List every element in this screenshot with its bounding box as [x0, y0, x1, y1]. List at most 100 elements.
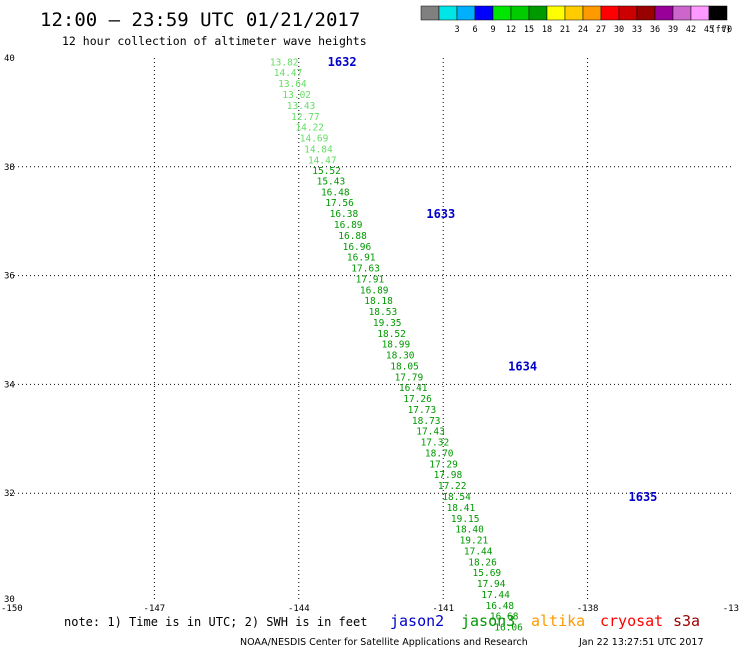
x-tick-label: -147: [144, 604, 166, 614]
swh-value-label: 17.91: [356, 274, 385, 285]
y-tick-label: 30: [4, 595, 15, 605]
scale-label: 70: [722, 25, 732, 35]
swh-value-label: 16.96: [343, 242, 372, 253]
swh-value-label: 13.43: [287, 101, 316, 112]
pass-time-labels: 1632 1633 1634 1635: [328, 55, 658, 504]
swh-value-label: 17.98: [434, 470, 463, 481]
satellite-cryosat: cryosat: [600, 612, 663, 630]
scale-swatch: [528, 5, 548, 21]
swh-value-label: 17.32: [421, 438, 450, 449]
scale-swatch: [690, 5, 710, 21]
swh-value-label: 16.48: [321, 187, 350, 198]
swh-value-label: 15.52: [312, 166, 341, 177]
pass-time-label: 1635: [629, 490, 658, 504]
scale-swatch: [510, 5, 530, 21]
swh-value-label: 18.30: [386, 351, 415, 362]
pass-time-label: 1633: [426, 207, 455, 221]
x-tick-label: -150: [1, 604, 23, 614]
footer-note: note: 1) Time is in UTC; 2) SWH is in fe…: [64, 615, 367, 629]
swh-value-label: 17.44: [464, 546, 493, 557]
chart-subtitle: 12 hour collection of altimeter wave hei…: [62, 34, 367, 48]
axis-tick-labels: -150 -147 -144 -141 -138 -13 30 32 34 36 38 40: [1, 54, 739, 614]
timestamp-text: Jan 22 13:27:51 UTC 2017: [578, 637, 704, 648]
scale-label: 6: [472, 25, 477, 35]
swh-value-label: 17.63: [351, 264, 380, 275]
swh-value-label: 19.21: [460, 536, 489, 547]
swh-value-label: 18.41: [447, 503, 476, 514]
scale-swatch: [456, 5, 476, 21]
pass-time-label: 1632: [328, 55, 357, 69]
scale-swatch: [492, 5, 512, 21]
chart-title: 12:00 – 23:59 UTC 01/21/2017: [40, 9, 360, 31]
swh-value-label: 17.79: [395, 372, 424, 383]
scale-label: 12: [506, 25, 516, 35]
scale-swatch: [636, 5, 656, 21]
swh-value-label: 14.47: [308, 155, 337, 166]
swh-value-label: 17.26: [403, 394, 432, 405]
credit-text: NOAA/NESDIS Center for Satellite Applica…: [240, 637, 528, 648]
y-tick-label: 36: [4, 272, 15, 282]
scale-swatch: [708, 5, 728, 21]
scale-label: 9: [490, 25, 495, 35]
scale-swatch: [564, 5, 584, 21]
swh-value-label: 17.29: [429, 459, 458, 470]
swh-value-label: 16.88: [338, 231, 367, 242]
x-tick-label: -13: [723, 604, 739, 614]
scale-swatch: [474, 5, 494, 21]
scale-swatch: [618, 5, 638, 21]
swh-value-label: 18.73: [412, 416, 441, 427]
swh-value-label: 13.82: [270, 57, 299, 68]
swh-value-label: 16.48: [486, 601, 515, 612]
swh-value-label: 17.44: [481, 590, 510, 601]
pass-time-label: 1634: [508, 359, 537, 373]
swh-value-label: 13.64: [278, 79, 307, 90]
scale-label: 42: [686, 25, 696, 35]
swh-value-label: 17.22: [438, 481, 467, 492]
satellite-altika: altika: [531, 612, 585, 630]
swh-value-label: 18.53: [369, 307, 398, 318]
scale-label: 39: [668, 25, 678, 35]
swh-value-label: 15.69: [473, 568, 502, 579]
scale-swatch: [420, 5, 440, 21]
scale-label: 36: [650, 25, 660, 35]
y-tick-label: 38: [4, 163, 15, 173]
scale-label: 30: [614, 25, 624, 35]
scale-label: 18: [542, 25, 552, 35]
y-tick-label: 32: [4, 489, 15, 499]
swh-value-label: 16.91: [347, 253, 376, 264]
swh-value-label: 17.56: [325, 198, 354, 209]
swh-value-label: 18.26: [468, 557, 497, 568]
swh-value-label: 19.35: [373, 318, 402, 329]
y-tick-label: 34: [4, 380, 15, 390]
swh-value-label: 16.38: [330, 209, 359, 220]
satellite-s3a: s3a: [673, 612, 700, 630]
scale-swatch: [600, 5, 620, 21]
swh-value-label: 17.73: [408, 405, 437, 416]
swh-value-label: 13.02: [282, 90, 311, 101]
swh-value-label: 17.94: [477, 579, 506, 590]
x-tick-label: -141: [432, 604, 454, 614]
scale-label: 33: [632, 25, 642, 35]
wave-height-track: 13.8214.4713.6413.0213.4312.7714.2214.69…: [270, 57, 523, 633]
satellite-jason2: jason2: [390, 612, 444, 630]
swh-value-label: 14.84: [304, 144, 333, 155]
scale-unit: (ft): [711, 25, 731, 35]
swh-value-label: 16.06: [494, 623, 523, 634]
swh-value-label: 18.70: [425, 448, 454, 459]
scale-label: 15: [524, 25, 534, 35]
swh-value-label: 16.89: [360, 285, 389, 296]
scale-swatch: [546, 5, 566, 21]
swh-value-label: 16.41: [399, 383, 428, 394]
swh-value-label: 12.77: [291, 112, 320, 123]
swh-value-label: 18.52: [377, 329, 406, 340]
x-tick-label: -144: [288, 604, 310, 614]
scale-swatch: [582, 5, 602, 21]
swh-value-label: 14.47: [274, 68, 303, 79]
x-tick-label: -138: [577, 604, 599, 614]
satellite-legend: jason2 jason3 altika cryosat s3a: [390, 612, 700, 630]
satellite-jason3: jason3: [461, 612, 515, 630]
scale-label: 3: [454, 25, 459, 35]
color-scale-legend: 3 6 9 12 15 18 21 24 27 30 33 36 39 42 45 70(ft): [420, 5, 732, 35]
scale-swatch: [672, 5, 692, 21]
